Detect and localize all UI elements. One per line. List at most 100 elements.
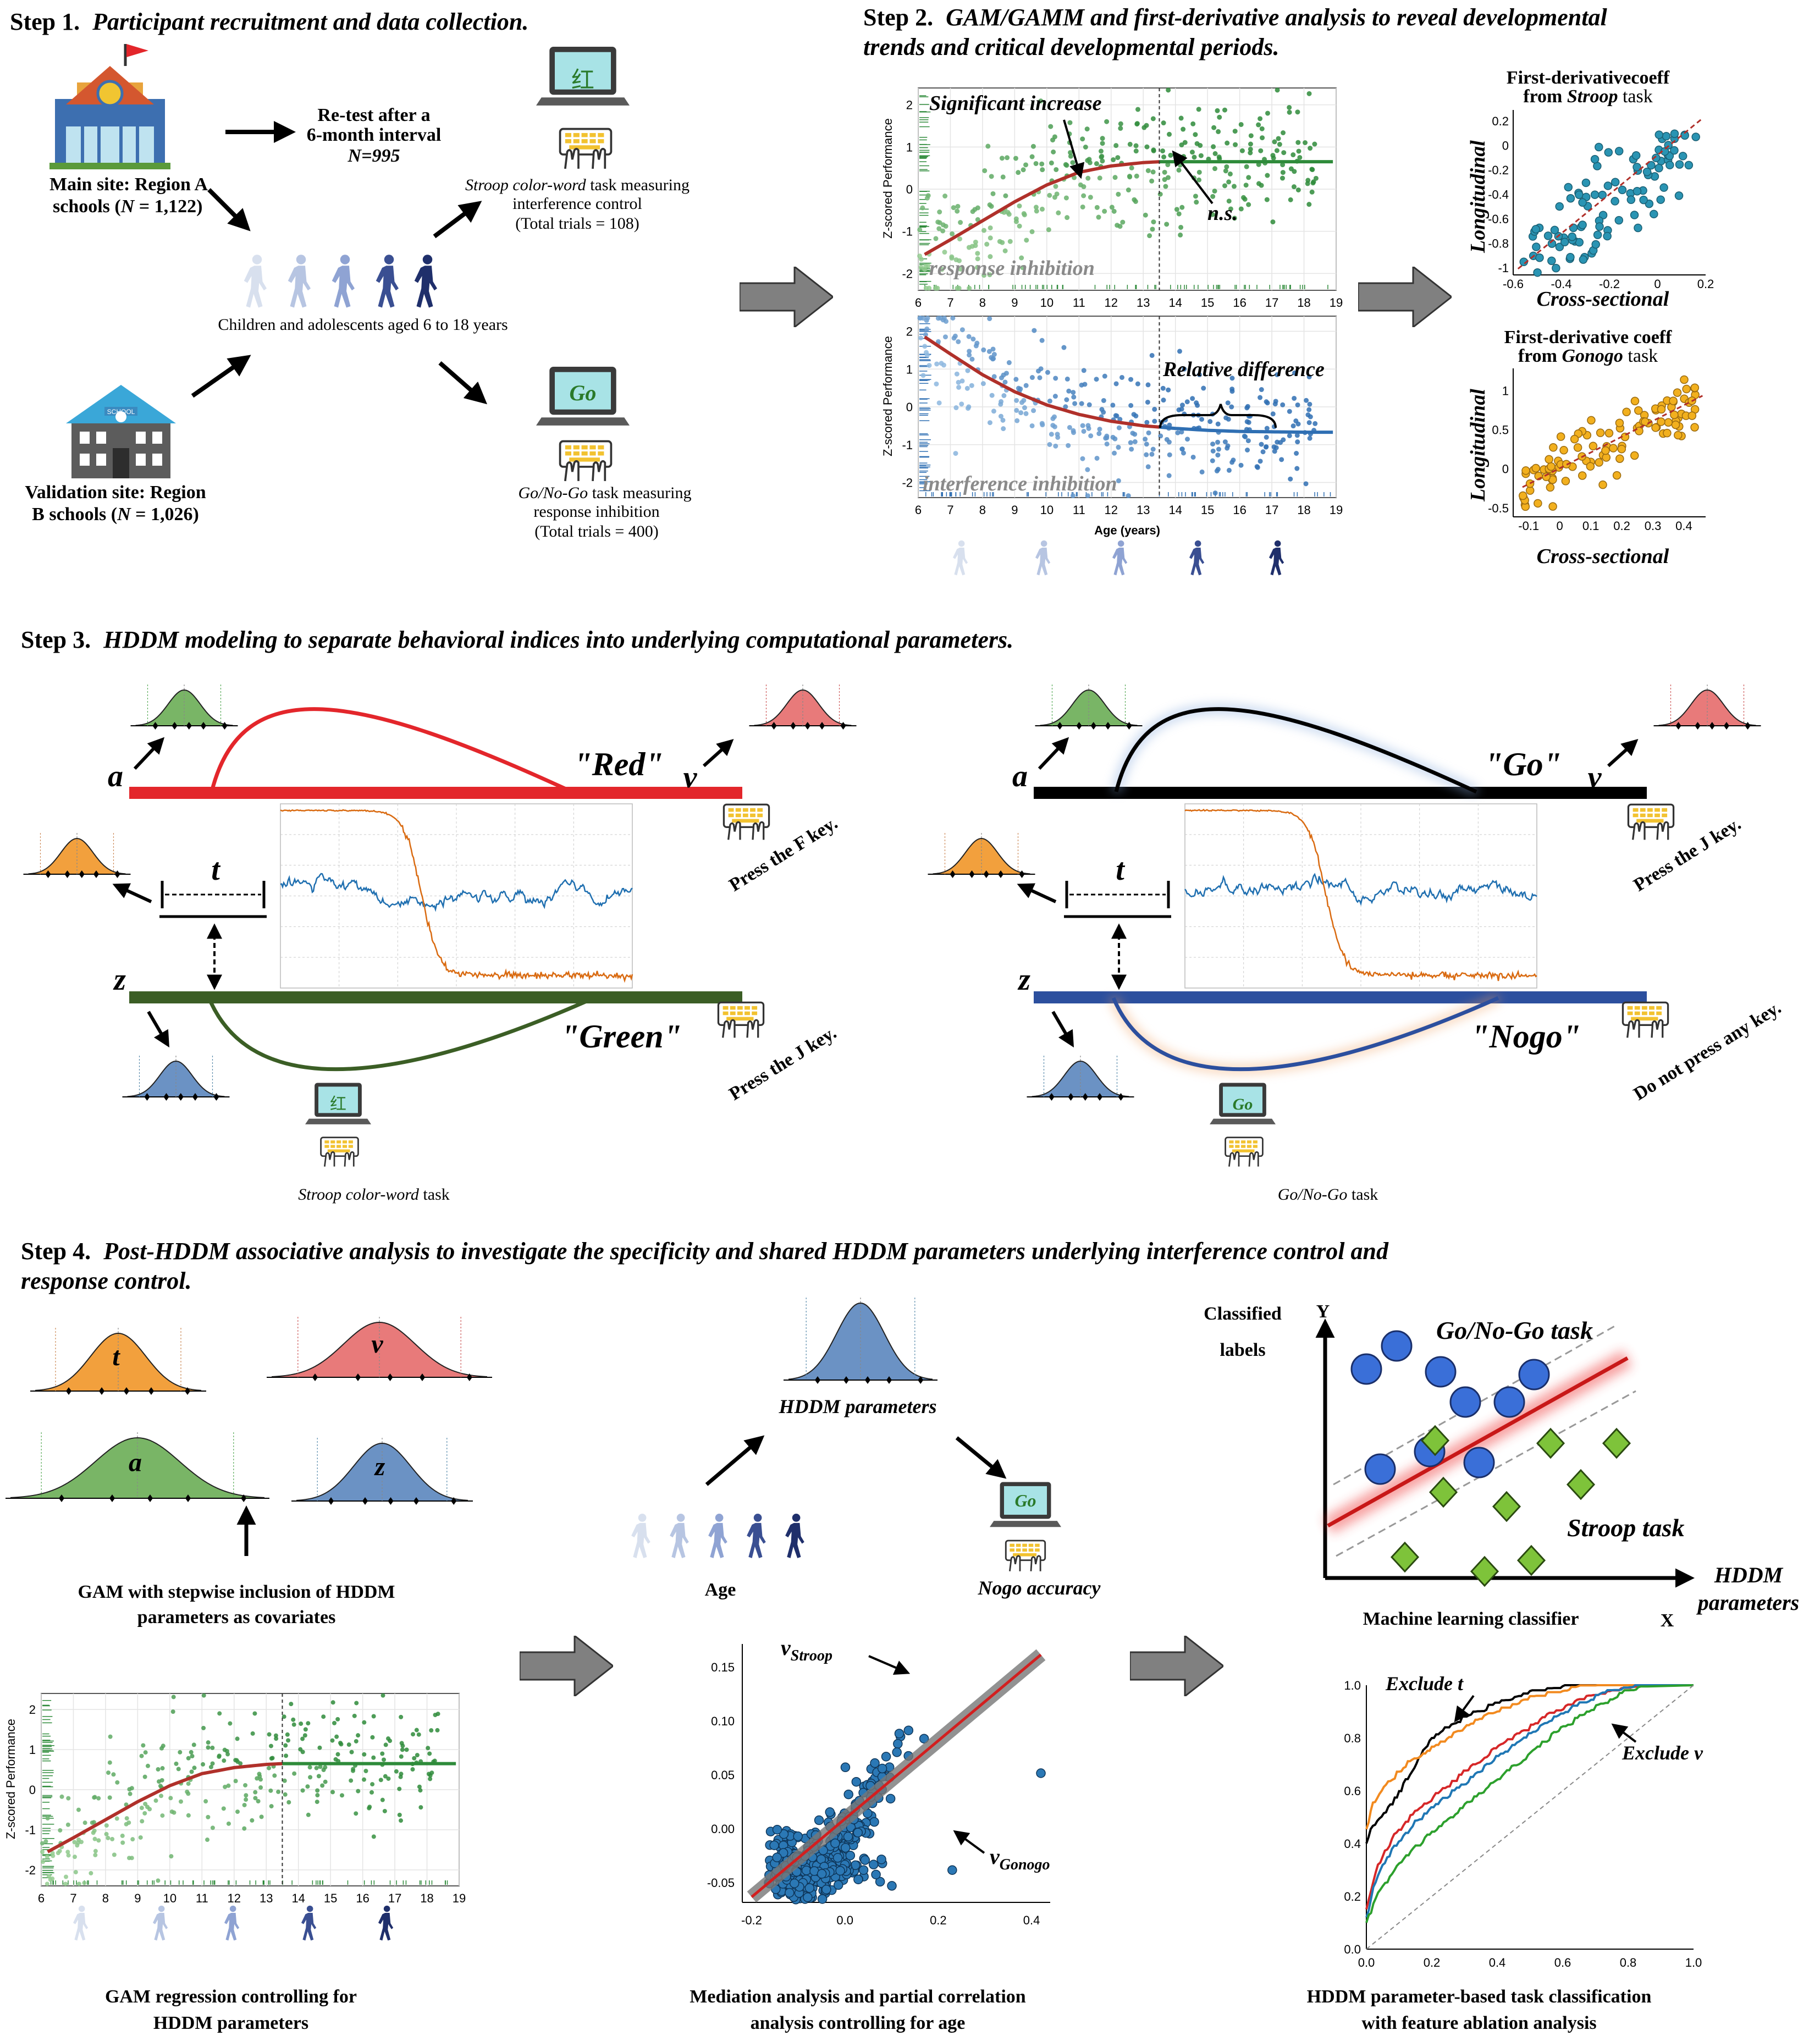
data-point [186,1756,191,1761]
data-point [894,1729,905,1739]
data-point [276,1789,281,1794]
task-caption: Stroop color-word task [298,1185,450,1204]
data-point [1634,223,1642,233]
data-point [354,1701,359,1706]
data-point [380,1797,385,1802]
walker-icon [244,255,267,308]
data-point [1085,175,1091,181]
diamond-marker [466,1373,472,1381]
data-point [1150,446,1156,452]
data-point [987,202,992,208]
t-bracket [1065,881,1170,908]
data-point [935,316,941,321]
data-point [1179,446,1185,452]
data-point [140,1819,145,1824]
x-tick-label: 9 [1011,503,1018,517]
data-point [244,1797,249,1802]
data-point [1212,166,1218,172]
scatter1-title-2b: Stroop [1567,86,1618,107]
data-point [1094,377,1099,382]
step1-number: Step 1. [10,8,80,35]
t-bracket [161,881,266,908]
data-point [299,1722,304,1726]
data-point [1211,144,1216,150]
diamond-marker [1076,722,1082,730]
data-point [1239,148,1245,153]
data-point [418,1788,423,1793]
data-point [1615,418,1624,428]
arrow-to-v-dist [702,738,734,768]
diamond-marker [66,1387,71,1395]
data-point [1210,448,1216,454]
diamond-marker [93,870,99,878]
data-point [124,1816,129,1821]
stroop-task-name: Stroop color-word [465,176,587,194]
data-point [1116,478,1121,483]
stroop-sample [1566,1469,1596,1500]
mediation-label-1: Mediation analysis and partial correlati… [690,1987,1025,2007]
data-point [933,236,939,241]
data-point [1103,435,1108,441]
data-point [51,1853,56,1858]
data-point [1178,115,1184,121]
data-point [1248,146,1253,152]
roc-curve [1365,1684,1694,1910]
data-point [967,352,972,358]
data-point [315,1793,320,1798]
data-point [1150,169,1156,175]
data-point [1246,202,1251,207]
data-point [1596,428,1605,437]
data-point [821,1884,831,1895]
svg-text:Stroop color-word task measuri: Stroop color-word task measuring [465,176,690,194]
data-point [1214,468,1220,474]
data-point [1210,458,1215,464]
valid-site-n: N [117,504,131,525]
diamond-marker [114,870,120,878]
data-point [1555,202,1564,211]
data-point [307,1765,312,1770]
diamond-marker [1019,870,1025,878]
x-tick-label: -0.6 [1503,277,1524,291]
data-point [1016,170,1021,175]
param-t-label: t [211,853,220,887]
data-point [1225,445,1230,451]
data-point [1082,382,1088,387]
data-point [110,1836,115,1841]
data-point [1145,399,1150,405]
data-point [318,1764,323,1769]
data-point [91,1820,96,1825]
v-stroop-sub: Stroop [791,1647,832,1664]
data-point [853,1828,863,1838]
data-point [292,1771,297,1776]
data-point [833,1880,843,1890]
x-tick-label: 15 [324,1891,337,1905]
data-point [93,1852,98,1857]
data-point [1260,449,1266,455]
density-curve [10,1437,264,1499]
data-point [274,1736,279,1741]
data-point [1196,177,1202,183]
data-point [1133,198,1138,204]
data-point [226,1783,231,1788]
data-point [1211,125,1217,130]
data-point [383,1774,388,1779]
data-point [335,1717,340,1722]
decision-trace [1184,808,1537,981]
data-point [1550,225,1559,235]
data-point [427,1751,432,1756]
data-point [157,1779,162,1784]
data-point [986,349,992,354]
data-point [990,191,996,196]
data-point [253,1790,258,1795]
walker-icon [224,1905,240,1941]
data-point [1570,434,1579,444]
diamond-marker [185,1494,191,1502]
data-point [1100,141,1105,146]
y-tick-label: -2 [902,476,913,490]
data-point [1275,372,1280,377]
arrow-main-to-children [207,188,251,231]
data-point [1002,379,1008,385]
lower-path-curve [1111,996,1499,1072]
data-point [793,1831,803,1841]
